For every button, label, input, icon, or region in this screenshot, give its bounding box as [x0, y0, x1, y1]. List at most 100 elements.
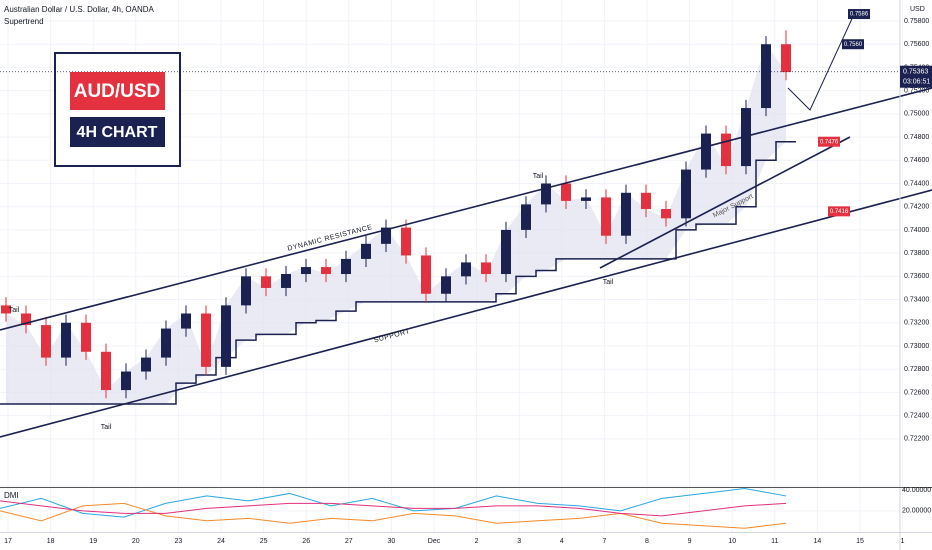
candle-body: [481, 262, 491, 275]
candle-body: [681, 169, 691, 219]
countdown: 03:06:51: [903, 79, 930, 86]
x-tick-label: 18: [47, 538, 55, 545]
candle-body: [661, 209, 671, 219]
dmi-line: [0, 502, 787, 529]
candle-body: [761, 44, 771, 109]
y-tick-label: 0.73200: [904, 320, 929, 327]
candle-body: [641, 192, 651, 210]
current-price-label: 0.75363: [903, 69, 928, 76]
candle-body: [181, 313, 191, 329]
x-tick-label: 8: [645, 538, 649, 545]
candle-body: [81, 322, 91, 352]
x-tick-label: 1: [901, 538, 905, 545]
candle-body: [101, 351, 111, 391]
x-tick-label: 15: [856, 538, 864, 545]
candle-body: [621, 192, 631, 236]
dmi-tick-label: 40.00000: [902, 487, 931, 494]
y-tick-label: 0.75600: [904, 41, 929, 48]
candle-body: [441, 276, 451, 294]
resistance-line: [0, 87, 932, 331]
y-tick-label: 0.74200: [904, 204, 929, 211]
y-tick-label: 0.75000: [904, 111, 929, 118]
y-tick-label: 0.72200: [904, 436, 929, 443]
badge-timeframe: 4H CHART: [77, 124, 158, 141]
candle-body: [21, 313, 31, 326]
candle-body: [241, 276, 251, 306]
candle-body: [721, 133, 731, 167]
badge-timeframe-box: [70, 117, 165, 147]
tail-label: Tail: [533, 173, 544, 180]
x-tick-label: 26: [302, 538, 310, 545]
candle-body: [701, 133, 711, 170]
candle-body: [781, 44, 791, 73]
candle-body: [121, 371, 131, 391]
candle-body: [1, 305, 11, 314]
candle-body: [601, 197, 611, 236]
y-tick-label: 0.73800: [904, 250, 929, 257]
y-tick-label: 0.75200: [904, 87, 929, 94]
y-tick-label: 0.74000: [904, 227, 929, 234]
candle-body: [361, 243, 371, 259]
y-tick-label: 0.74600: [904, 157, 929, 164]
price-label-box: [842, 39, 864, 50]
dmi-tick-label: 20.00000: [902, 508, 931, 515]
price-label: 0.7476: [820, 139, 839, 145]
candle-body: [61, 322, 71, 358]
y-tick-label: 0.75800: [904, 18, 929, 25]
candle-body: [421, 255, 431, 294]
current-price-box: [900, 65, 932, 88]
x-tick-label: 4: [560, 538, 564, 545]
y-tick-label: 0.73400: [904, 296, 929, 303]
candle-body: [561, 183, 571, 201]
x-tick-label: 14: [814, 538, 822, 545]
price-label: 0.7416: [830, 209, 849, 215]
candle-body: [281, 274, 291, 288]
price-label-box: [828, 206, 850, 217]
price-label-box: [818, 136, 840, 147]
candle-body: [261, 276, 271, 288]
price-label: 0.7560: [844, 42, 863, 48]
candle-body: [221, 305, 231, 367]
dmi-line: [0, 487, 787, 518]
dmi-title: DMI: [4, 491, 19, 500]
chart-title: Australian Dollar / U.S. Dollar, 4h, OAN…: [4, 5, 154, 14]
support-line: [0, 189, 932, 438]
x-tick-label: 11: [771, 538, 778, 545]
x-tick-label: 20: [132, 538, 140, 545]
candle-body: [341, 258, 351, 275]
candle-body: [301, 267, 311, 275]
x-tick-label: Dec: [428, 538, 441, 545]
candle-body: [461, 262, 471, 277]
candle-body: [521, 204, 531, 230]
x-tick-label: 10: [728, 538, 736, 545]
y-tick-label: 0.72600: [904, 389, 929, 396]
tail-label: Tail: [9, 307, 20, 314]
x-tick-label: 7: [602, 538, 606, 545]
candle-body: [581, 197, 591, 201]
projection-arrow: [787, 9, 857, 111]
x-tick-label: 2: [475, 538, 479, 545]
candle-body: [541, 183, 551, 205]
x-tick-label: 24: [217, 538, 225, 545]
x-tick-label: 3: [517, 538, 521, 545]
x-tick-label: 19: [89, 538, 97, 545]
candle-body: [141, 357, 151, 372]
y-tick-label: 0.73000: [904, 343, 929, 350]
indicator-name: Supertrend: [4, 17, 44, 26]
candle-body: [401, 227, 411, 256]
overlay: 17 18 19 20 23 24 25 26 27 30 Dec 2 3 4 7 8 9 10 11 14 15 10.…: [0, 9, 932, 545]
price-label: 0.7586: [850, 12, 869, 18]
x-tick-label: 25: [260, 538, 268, 545]
badge-pair-box: [70, 72, 165, 110]
major-support-line: [599, 136, 851, 269]
x-tick-label: 9: [688, 538, 692, 545]
dmi-line: [0, 500, 787, 517]
candle-body: [161, 328, 171, 358]
price-label-box: [848, 9, 870, 20]
y-tick-label: 0.72800: [904, 366, 929, 373]
x-tick-label: 17: [4, 538, 12, 545]
x-tick-label: 27: [345, 538, 353, 545]
y-tick-label: 0.72400: [904, 412, 929, 419]
candle-body: [381, 227, 391, 244]
